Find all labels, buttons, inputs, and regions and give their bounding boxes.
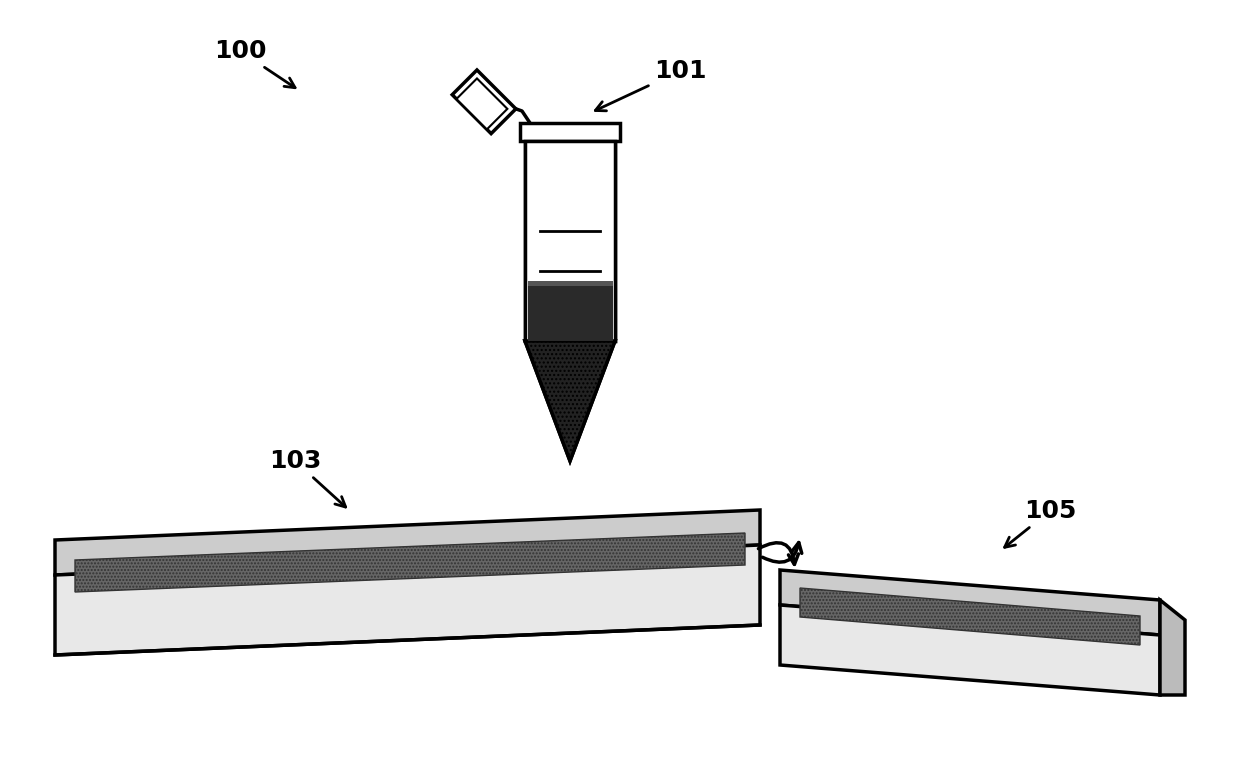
Text: 105: 105 (1004, 499, 1076, 547)
Polygon shape (1159, 600, 1185, 695)
Polygon shape (800, 588, 1140, 645)
Text: 101: 101 (595, 59, 707, 111)
FancyArrowPatch shape (763, 543, 802, 562)
Bar (525, 141, 615, 341)
Polygon shape (780, 570, 1159, 635)
FancyArrowPatch shape (759, 543, 799, 565)
Bar (525, 141, 615, 341)
Polygon shape (55, 510, 760, 575)
Polygon shape (525, 341, 615, 461)
Text: 103: 103 (269, 449, 346, 507)
Polygon shape (780, 605, 1159, 695)
Bar (525, 281, 615, 343)
Bar (527, 286, 613, 341)
Polygon shape (453, 70, 516, 134)
Polygon shape (456, 78, 507, 130)
Polygon shape (55, 545, 760, 655)
Bar (527, 281, 613, 341)
Bar (520, 123, 620, 141)
Polygon shape (74, 533, 745, 592)
PathPatch shape (525, 341, 615, 461)
Text: 100: 100 (213, 39, 295, 87)
